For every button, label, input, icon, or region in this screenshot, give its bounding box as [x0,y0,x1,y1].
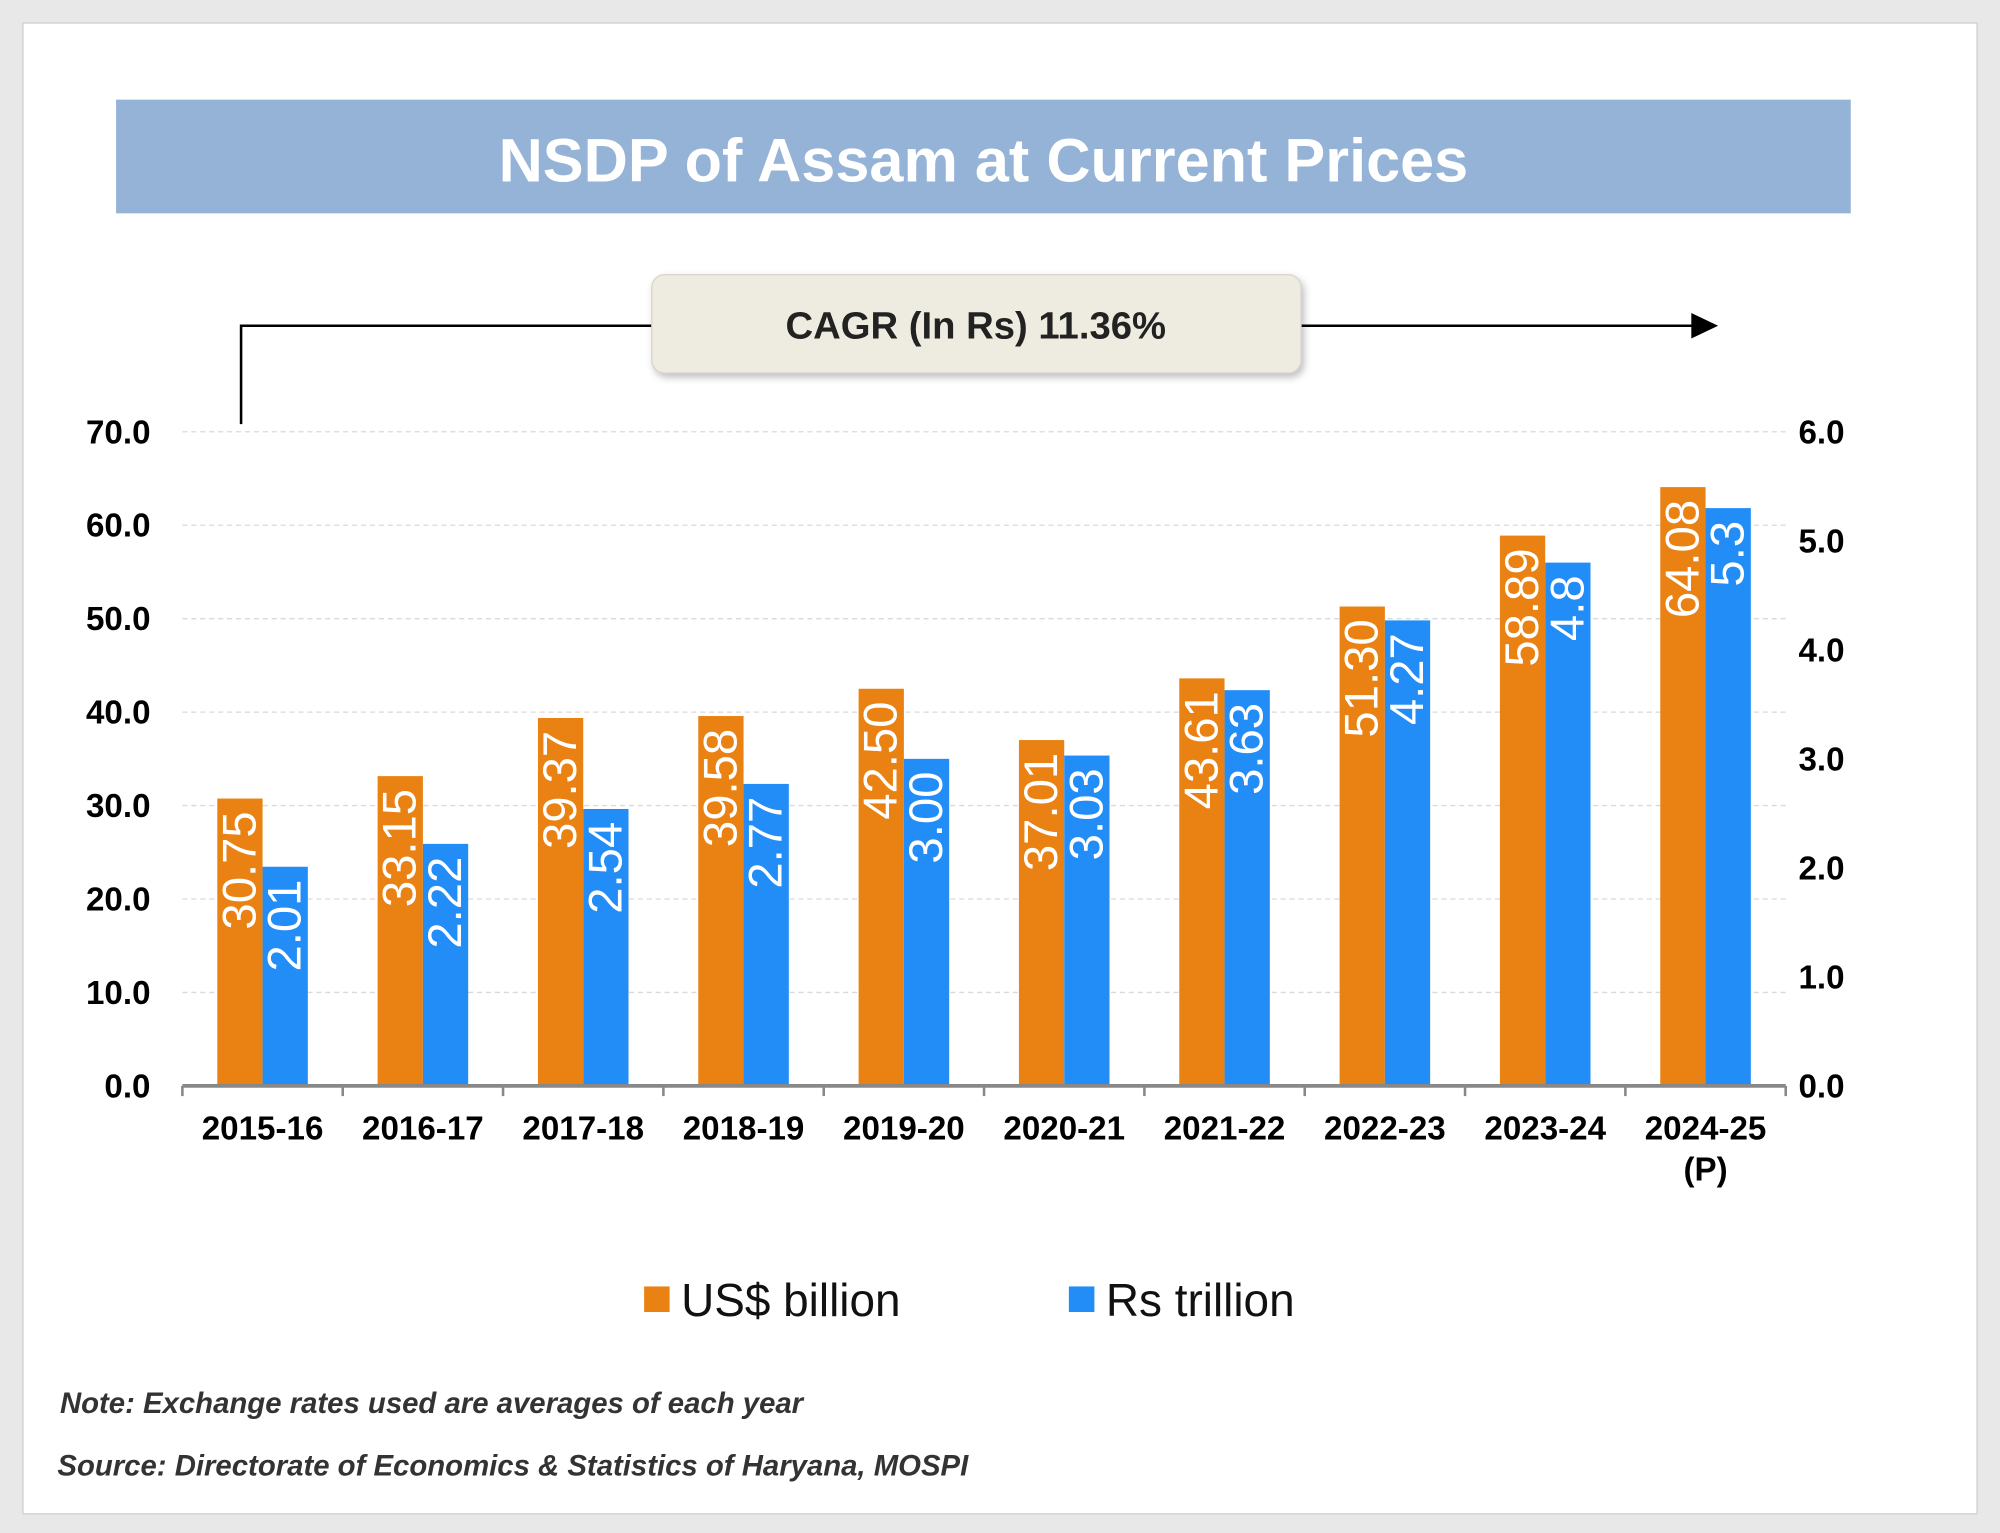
bar [377,776,423,1086]
data-label: 5.3 [1702,521,1755,587]
bar [422,843,469,1086]
data-label: 3.03 [1060,768,1113,860]
bar [1018,740,1065,1086]
data-label: 58.89 [1496,548,1549,666]
data-label: 43.61 [1175,691,1228,809]
data-label: 2.22 [419,857,472,949]
bar [1339,606,1385,1086]
title-banner [116,99,1851,214]
legend-label-rs: Rs trillion [1106,1274,1295,1326]
bar [858,688,904,1086]
source: Source: Directorate of Economics & Stati… [57,1449,969,1482]
data-label: 2.54 [579,822,632,914]
data-label: 3.63 [1221,703,1274,795]
y-right-tick-label: 2.0 [1798,850,1844,887]
y-left-tick-label: 20.0 [86,881,151,918]
x-tick-label: 2015-16 [202,1111,324,1148]
x-tick-label: (P) [1683,1151,1727,1188]
data-label: 64.08 [1656,500,1709,618]
y-left-tick-label: 30.0 [86,788,151,825]
y-right-tick-label: 1.0 [1798,959,1844,996]
bar [1545,562,1591,1086]
data-label: 42.50 [855,702,908,820]
y-left-tick-label: 40.0 [86,695,151,732]
bar [1384,620,1431,1086]
x-tick-label: 2024-25 [1645,1111,1767,1148]
y-left-tick-label: 0.0 [104,1068,150,1105]
y-right-tick-label: 4.0 [1798,632,1844,669]
y-left-tick-label: 60.0 [86,508,151,545]
data-label: 4.8 [1541,575,1594,641]
x-tick-label: 2017-18 [522,1111,644,1148]
y-right-tick-label: 3.0 [1798,741,1844,778]
bar [1224,690,1270,1086]
x-tick-label: 2020-21 [1003,1111,1125,1148]
bar [537,718,584,1086]
x-tick-label: 2016-17 [362,1111,484,1148]
y-right-tick-label: 0.0 [1798,1068,1844,1105]
data-label: 37.01 [1015,753,1068,871]
bar [1705,508,1751,1086]
data-label: 39.58 [694,729,747,847]
legend-label-usd: US$ billion [681,1274,900,1326]
data-label: 30.75 [213,811,266,929]
y-left-tick-label: 70.0 [86,414,151,451]
bar [1179,678,1225,1086]
note: Note: Exchange rates used are averages o… [60,1387,805,1420]
data-label: 4.27 [1381,633,1434,725]
y-left-tick-label: 50.0 [86,601,151,638]
data-label: 33.15 [374,789,427,907]
bar [217,798,263,1086]
data-label: 51.30 [1336,619,1389,737]
x-tick-label: 2022-23 [1324,1111,1446,1148]
data-label: 3.00 [900,772,953,864]
bar [1064,755,1110,1086]
legend-swatch-usd [644,1286,670,1312]
bar [583,808,629,1086]
legend-swatch-rs [1068,1286,1095,1312]
y-left-tick-label: 10.0 [86,975,151,1012]
data-label: 2.01 [259,880,312,972]
bar [903,758,950,1086]
x-tick-label: 2019-20 [843,1111,965,1148]
bar [698,716,744,1086]
data-label: 39.37 [534,731,587,849]
y-right-tick-label: 6.0 [1798,414,1844,451]
cagr-arrowhead-icon [1691,312,1719,339]
x-tick-label: 2021-22 [1164,1111,1286,1148]
data-label: 2.77 [740,797,793,889]
cagr-box [651,274,1302,374]
card [22,22,1978,1515]
bar [262,866,308,1086]
cagr-arrow-line [239,324,1697,425]
chart-title: NSDP of Assam at Current Prices [499,126,1469,194]
x-tick-label: 2023-24 [1484,1111,1606,1148]
cagr-label: CAGR (In Rs) 11.36% [786,305,1166,348]
x-tick-label: 2018-19 [683,1111,805,1148]
bar [1499,535,1546,1086]
bar [743,783,789,1086]
bar [1660,487,1706,1086]
y-right-tick-label: 5.0 [1798,523,1844,560]
